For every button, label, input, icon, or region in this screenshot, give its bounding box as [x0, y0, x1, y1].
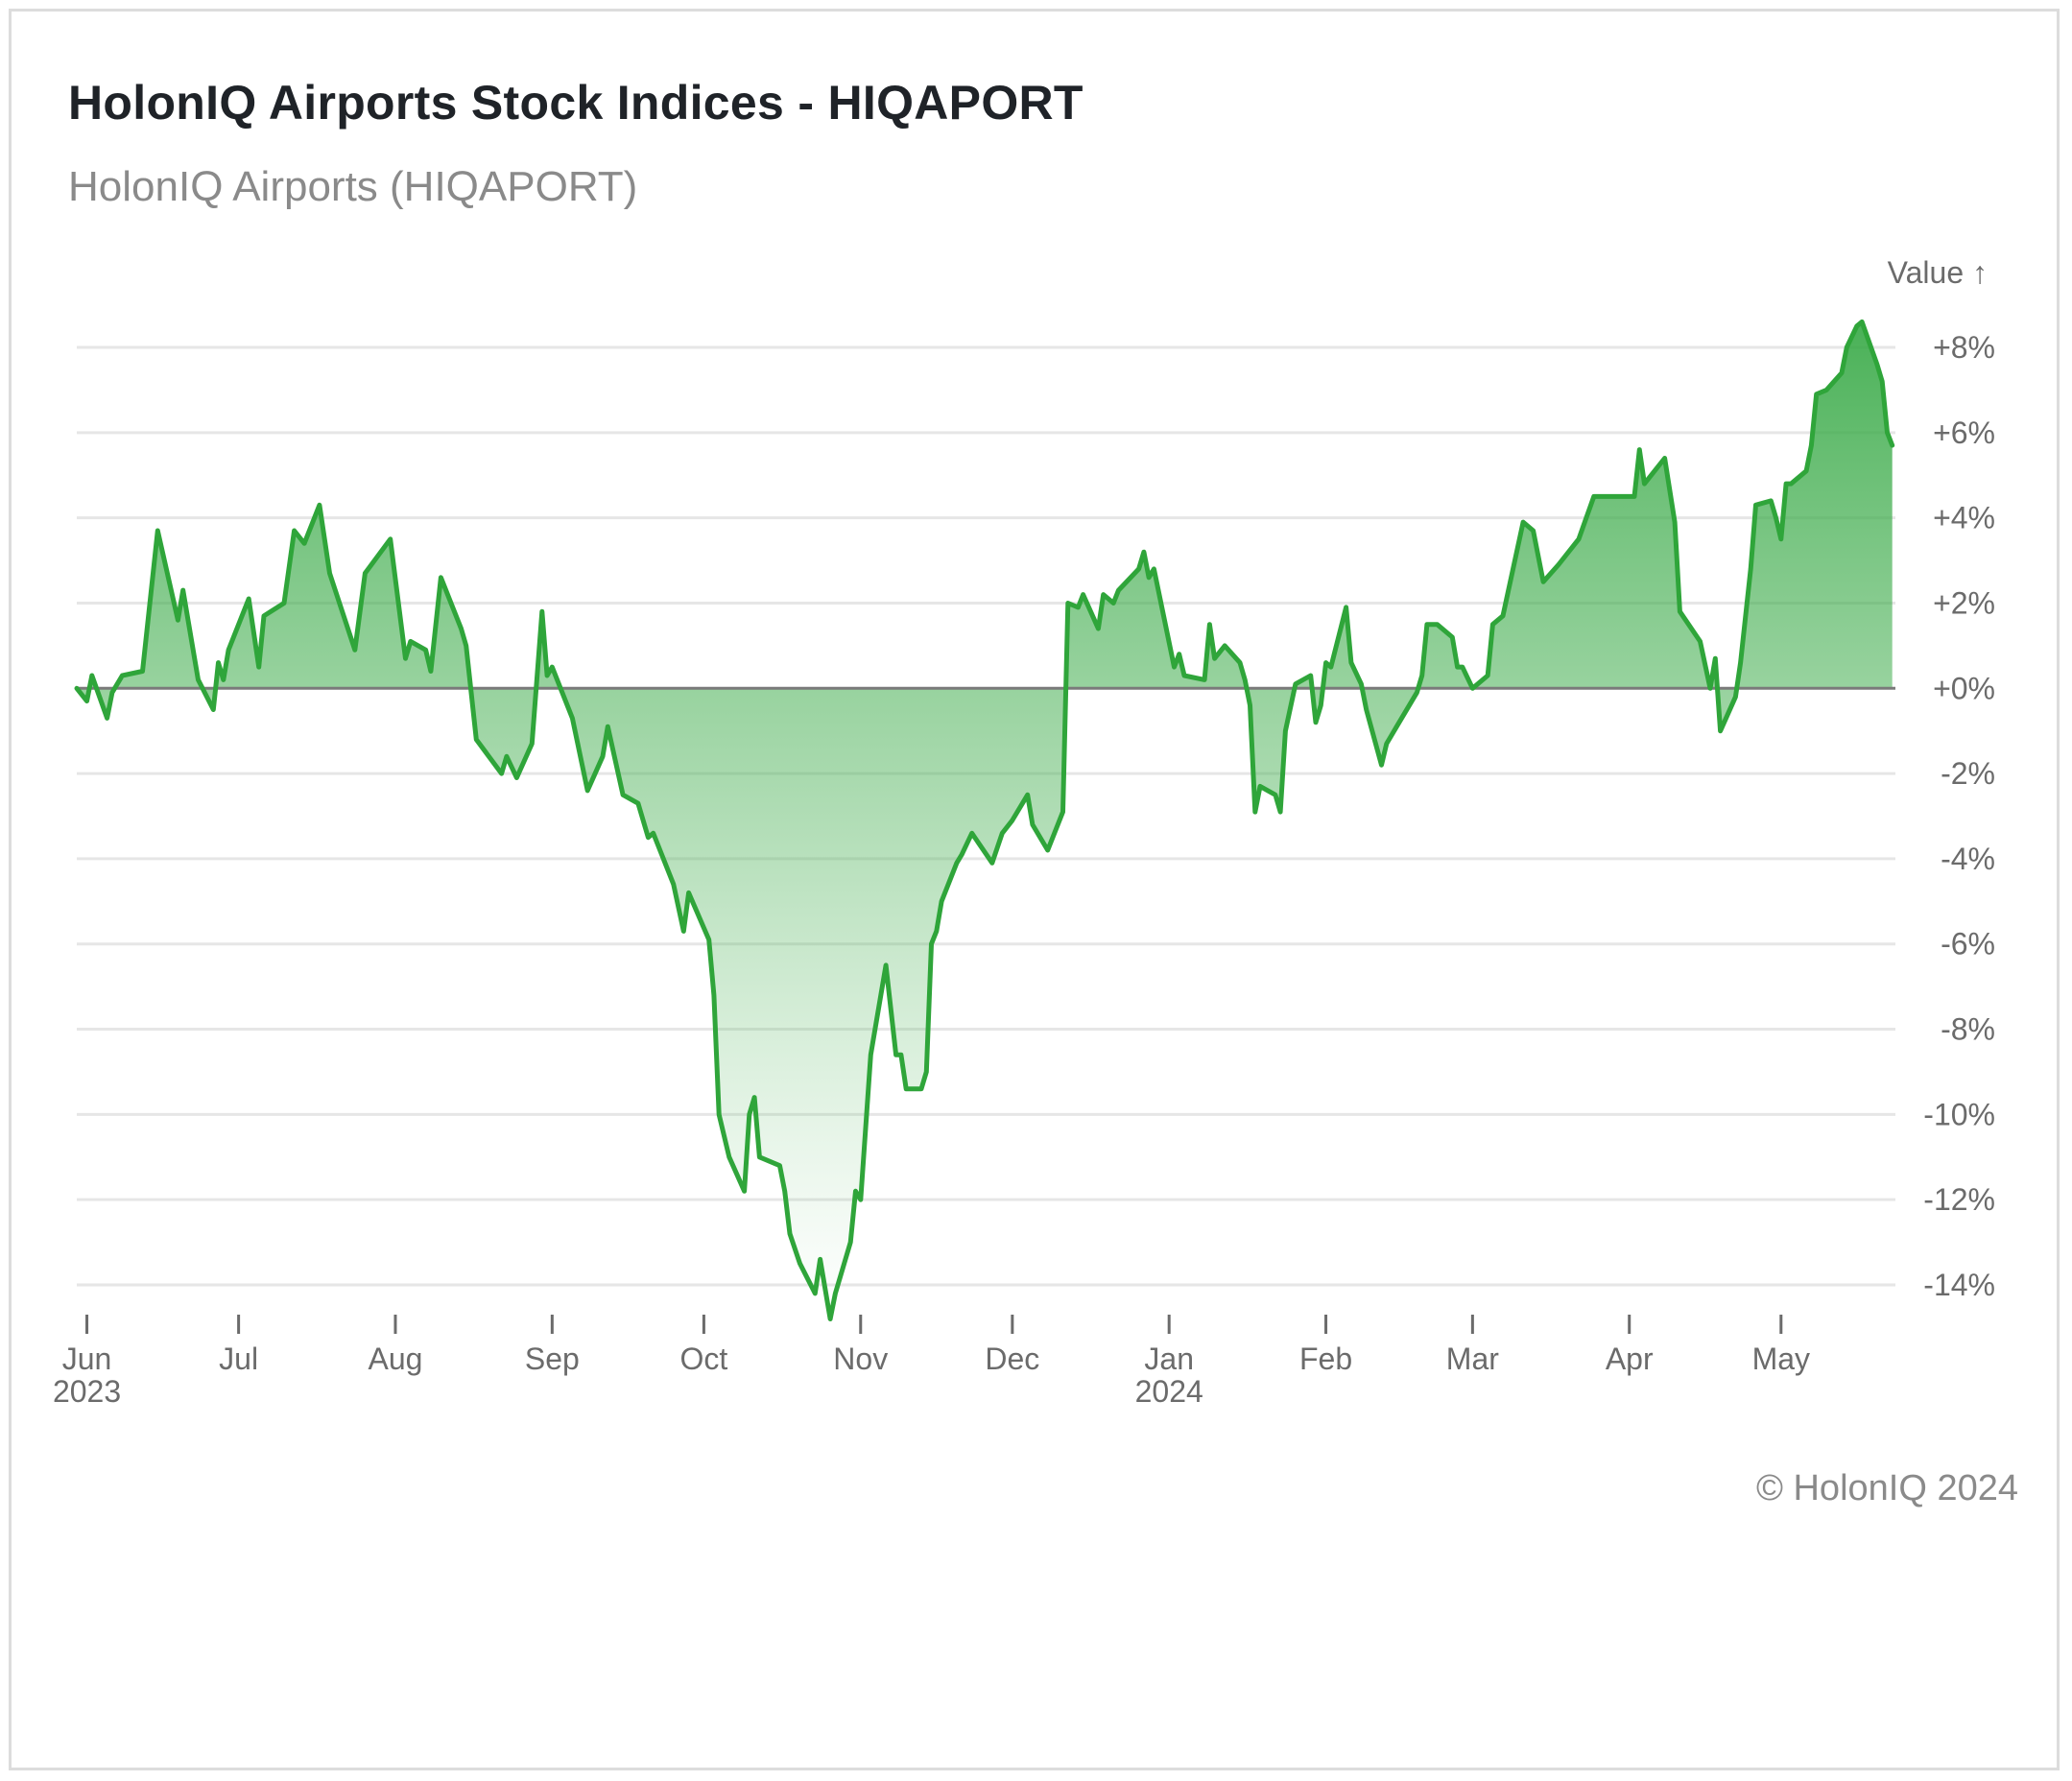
copyright-credit: © HolonIQ 2024 [1755, 1468, 2018, 1508]
x-tick-label: Dec [985, 1342, 1039, 1376]
chart-card [9, 9, 2060, 1770]
x-tick-label: Feb [1299, 1342, 1352, 1376]
x-tick-label: Sep [525, 1342, 580, 1376]
y-axis-label: Value ↑ [1888, 255, 1988, 290]
y-tick-label: +6% [1933, 416, 1995, 450]
chart-title: HolonIQ Airports Stock Indices - HIQAPOR… [68, 76, 1084, 130]
y-tick-label: -2% [1941, 756, 1995, 791]
x-tick-label: Oct [680, 1342, 728, 1376]
y-tick-label: +2% [1933, 585, 1995, 620]
y-axis: +8% +6% +4% +2% +0% -2% -4% -6% -8% -10% -12% -14% [1923, 330, 1995, 1302]
x-tick-label: Aug [369, 1342, 423, 1376]
x-tick-label: May [1752, 1342, 1810, 1376]
y-tick-label: +4% [1933, 501, 1995, 535]
y-tick-label: -10% [1923, 1097, 1995, 1131]
x-tick-label: Nov [833, 1342, 888, 1376]
x-tick-label: Apr [1606, 1342, 1654, 1376]
x-tick-year-label: 2024 [1135, 1374, 1203, 1409]
y-tick-label: +0% [1933, 671, 1995, 705]
series-line [74, 319, 1895, 1321]
x-tick-label: Jan [1144, 1342, 1194, 1376]
y-tick-label: -12% [1923, 1182, 1995, 1217]
y-tick-label: -8% [1941, 1012, 1995, 1047]
y-tick-label: -6% [1941, 927, 1995, 962]
x-tick-label: Jul [219, 1342, 258, 1376]
series-area [77, 321, 1893, 1319]
x-tick-year-label: 2023 [53, 1374, 121, 1409]
y-tick-label: -4% [1941, 842, 1995, 876]
y-tick-label: -14% [1923, 1268, 1995, 1302]
y-tick-label: +8% [1933, 330, 1995, 365]
x-tick-label: Mar [1446, 1342, 1499, 1376]
x-tick-label: Jun [62, 1342, 112, 1376]
chart-subtitle: HolonIQ Airports (HIQAPORT) [68, 163, 638, 210]
